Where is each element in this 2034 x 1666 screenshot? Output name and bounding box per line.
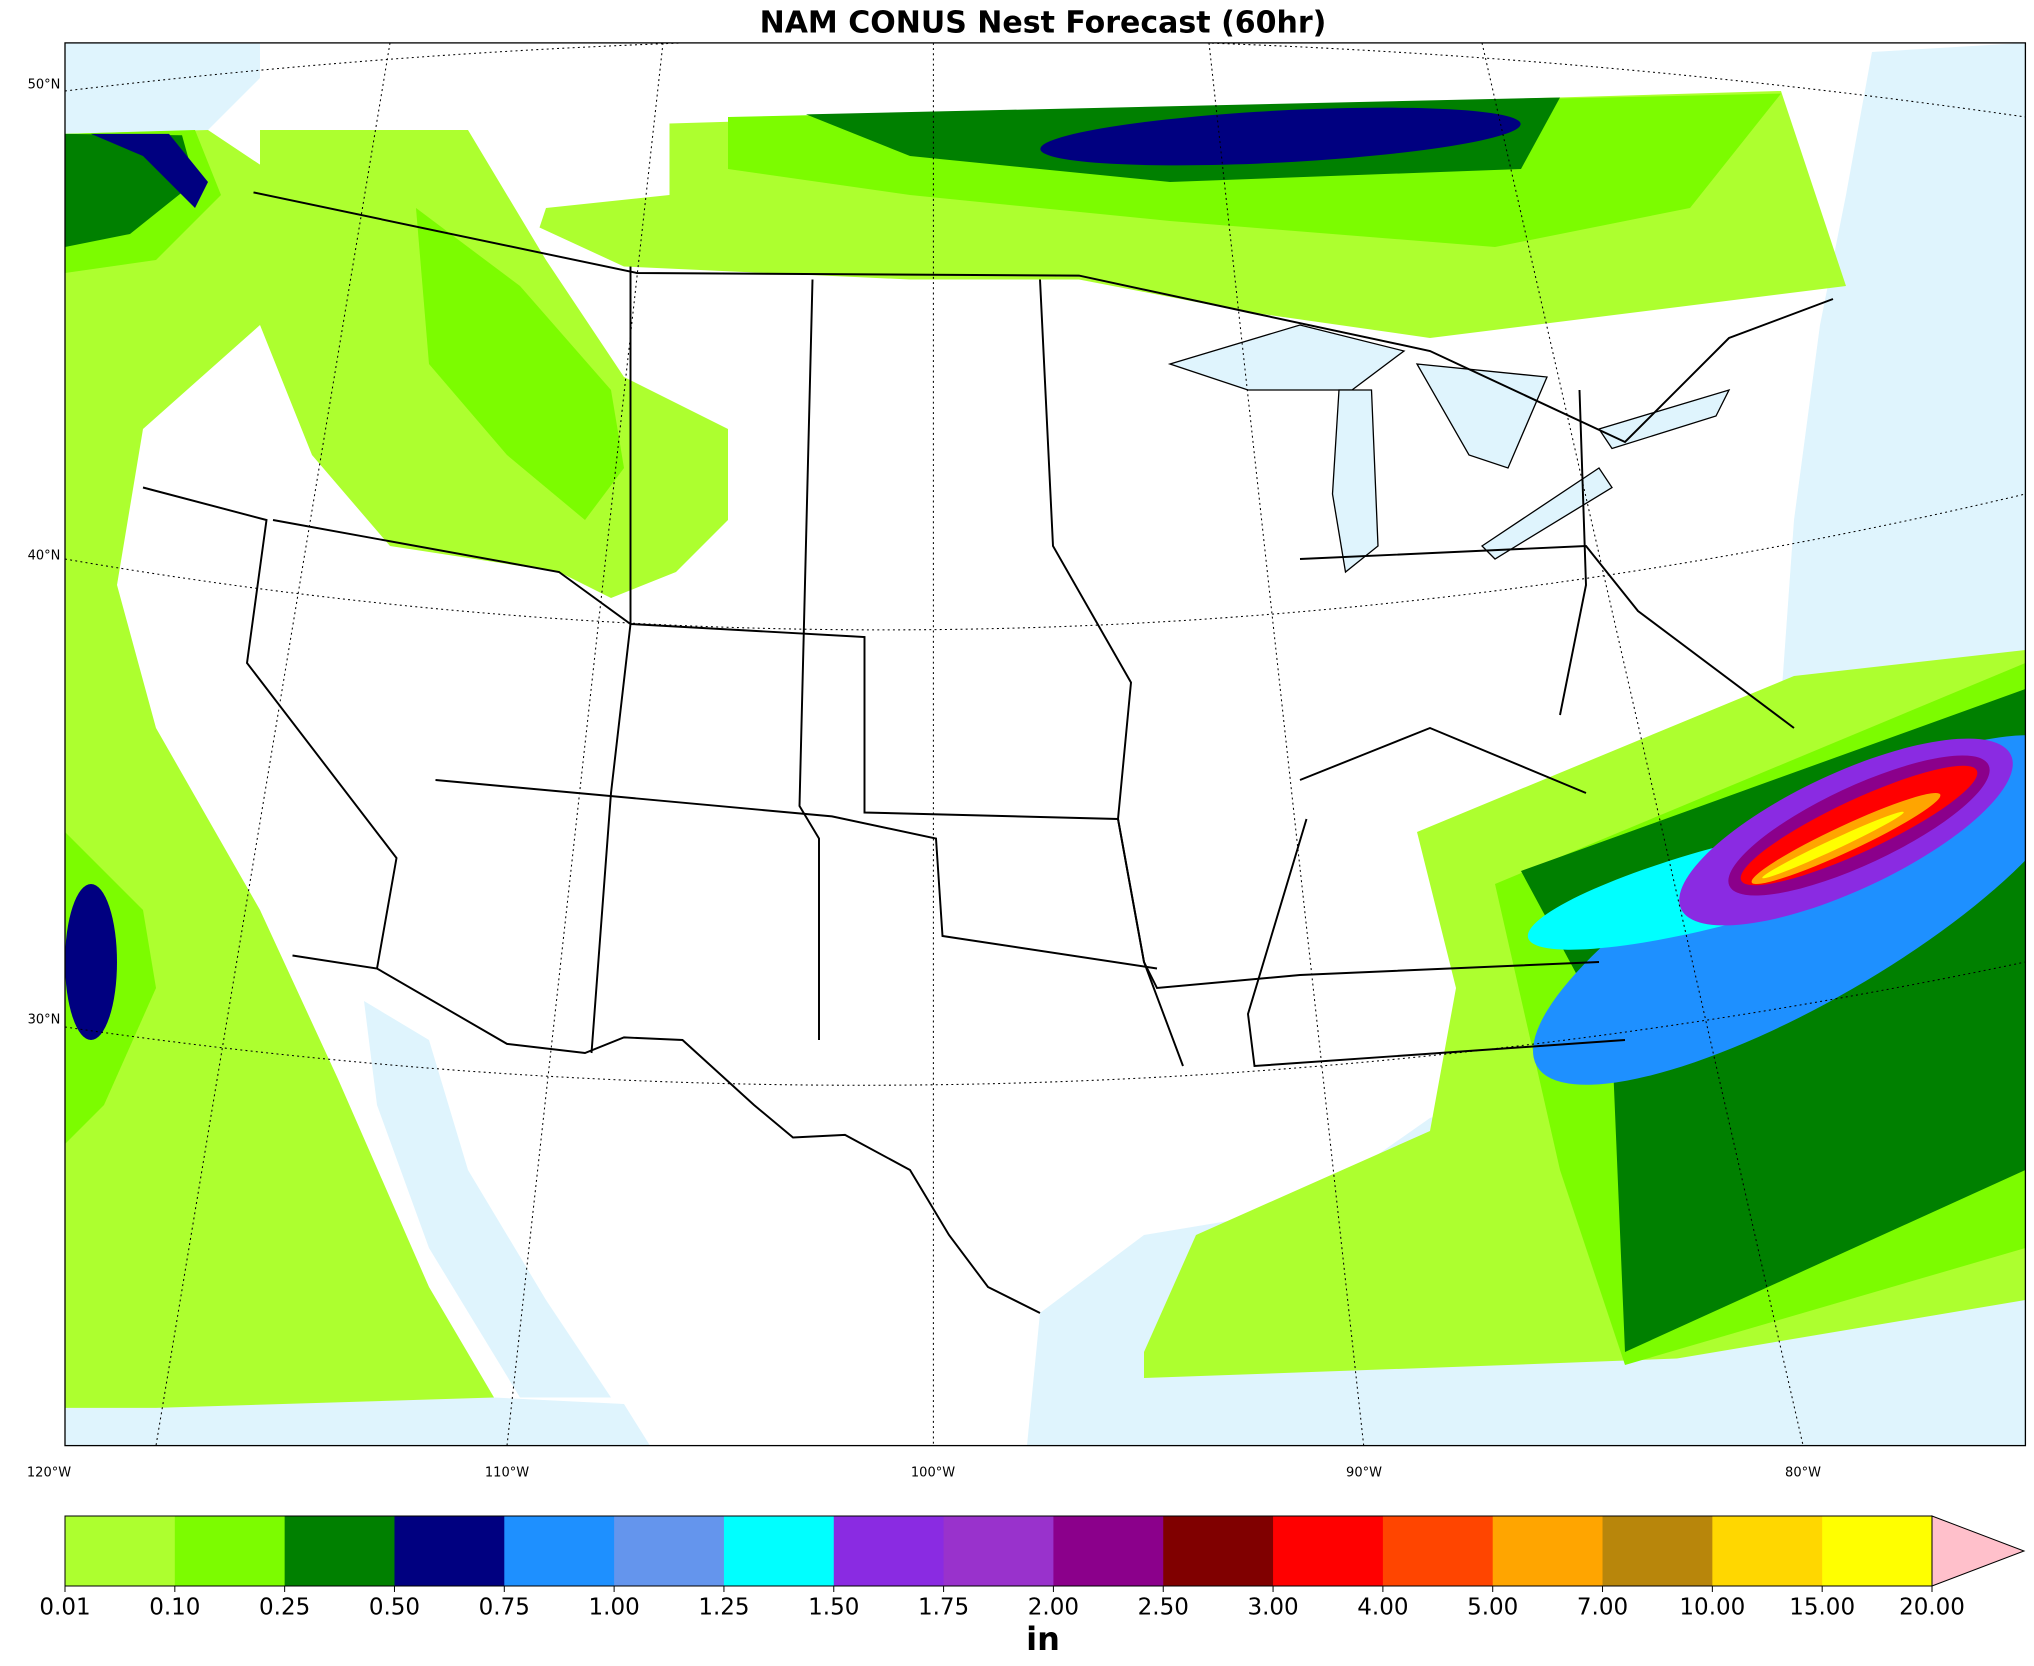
lat-label: 40°N — [28, 549, 61, 564]
colorbar-label: 1.50 — [808, 1595, 859, 1621]
precip-pacific — [65, 883, 117, 1040]
graticule — [64, 42, 2026, 1446]
precip-pacific — [91, 133, 208, 208]
colorbar-label: 4.00 — [1357, 1595, 1408, 1621]
colorbar-label: 10.00 — [1679, 1595, 1745, 1621]
gulf-of-california — [364, 1000, 611, 1398]
colorbar-box — [1602, 1516, 1713, 1586]
colorbar-label: 1.75 — [918, 1595, 969, 1621]
colorbar-label: 15.00 — [1789, 1595, 1855, 1621]
colorbar-label: 0.75 — [479, 1595, 530, 1621]
colorbar-label: 0.01 — [39, 1595, 90, 1621]
colorbar-label: 2.00 — [1028, 1595, 1079, 1621]
colorbar-extend — [1931, 1515, 2026, 1587]
colorbar-box — [504, 1516, 615, 1586]
colorbar-box — [1273, 1516, 1384, 1586]
lon-label: 100°W — [911, 1466, 955, 1481]
map-labels: 50°N 40°N 30°N 120°W 110°W 100°W 90°W 80°W — [27, 78, 1821, 1481]
precip-pacific — [65, 130, 494, 1408]
colorbar-box — [1712, 1516, 1823, 1586]
colorbar-box — [284, 1516, 395, 1586]
colorbar-box — [1492, 1516, 1604, 1586]
colorbar-box — [174, 1516, 286, 1586]
colorbar-frame — [64, 1515, 1933, 1587]
colorbar-box — [394, 1516, 505, 1586]
colorbar-label: 0.25 — [259, 1595, 310, 1621]
precip-southeast — [1762, 811, 1904, 879]
precip-northwest — [416, 208, 624, 520]
lon-label: 120°W — [27, 1466, 71, 1481]
lon-label: 80°W — [1785, 1466, 1821, 1481]
map-frame — [64, 42, 2027, 1447]
colorbar-label: 1.25 — [698, 1595, 749, 1621]
map — [64, 42, 2027, 1447]
colorbar-label: 7.00 — [1577, 1595, 1628, 1621]
colorbar-box — [1822, 1516, 1933, 1586]
colorbar-label: 3.00 — [1247, 1595, 1298, 1621]
colorbar-label: 2.50 — [1138, 1595, 1189, 1621]
colorbar-label: 0.10 — [149, 1595, 200, 1621]
lat-label: 30°N — [28, 1013, 61, 1028]
colorbar-label: 0.50 — [369, 1595, 420, 1621]
colorbar-box — [65, 1516, 176, 1586]
colorbar-box — [1053, 1516, 1164, 1586]
borders — [142, 191, 1834, 1314]
precip-canada — [1040, 107, 1521, 166]
colorbar-box — [1163, 1516, 1274, 1586]
colorbar-box — [943, 1516, 1054, 1586]
lat-label: 50°N — [28, 78, 61, 93]
colorbar-box — [614, 1516, 725, 1586]
colorbar-box — [1382, 1516, 1494, 1586]
lon-label: 90°W — [1346, 1466, 1382, 1481]
colorbar-unit: in — [1026, 1620, 1060, 1658]
colorbar: 0.01 0.10 0.25 0.50 0.75 1.00 1.25 1.50 1.75 2.00… — [39, 1515, 2026, 1621]
colorbar-box — [833, 1516, 945, 1586]
colorbar-label: 1.00 — [589, 1595, 640, 1621]
colorbar-label: 5.00 — [1467, 1595, 1518, 1621]
lon-label: 110°W — [485, 1466, 529, 1481]
title: NAM CONUS Nest Forecast (60hr) — [760, 6, 1327, 41]
colorbar-box — [723, 1516, 835, 1586]
colorbar-label: 20.00 — [1899, 1595, 1965, 1621]
